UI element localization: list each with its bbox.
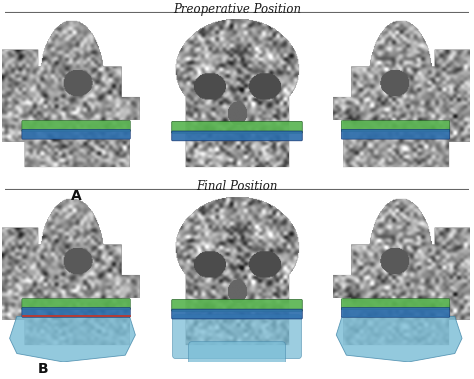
FancyBboxPatch shape xyxy=(341,121,450,132)
Text: B: B xyxy=(37,362,48,376)
FancyBboxPatch shape xyxy=(341,307,450,317)
FancyBboxPatch shape xyxy=(341,129,450,139)
FancyBboxPatch shape xyxy=(341,299,450,310)
Text: Preoperative Position: Preoperative Position xyxy=(173,3,301,16)
FancyBboxPatch shape xyxy=(172,309,302,319)
Text: A: A xyxy=(71,190,81,204)
FancyBboxPatch shape xyxy=(172,121,302,133)
FancyBboxPatch shape xyxy=(22,121,130,132)
Polygon shape xyxy=(9,316,136,362)
FancyBboxPatch shape xyxy=(22,129,130,139)
FancyBboxPatch shape xyxy=(22,299,130,310)
FancyBboxPatch shape xyxy=(172,131,302,141)
FancyBboxPatch shape xyxy=(189,342,285,365)
FancyBboxPatch shape xyxy=(173,315,301,359)
FancyBboxPatch shape xyxy=(22,307,130,317)
Polygon shape xyxy=(336,316,462,362)
Text: Final Position: Final Position xyxy=(196,180,278,193)
FancyBboxPatch shape xyxy=(172,299,302,312)
